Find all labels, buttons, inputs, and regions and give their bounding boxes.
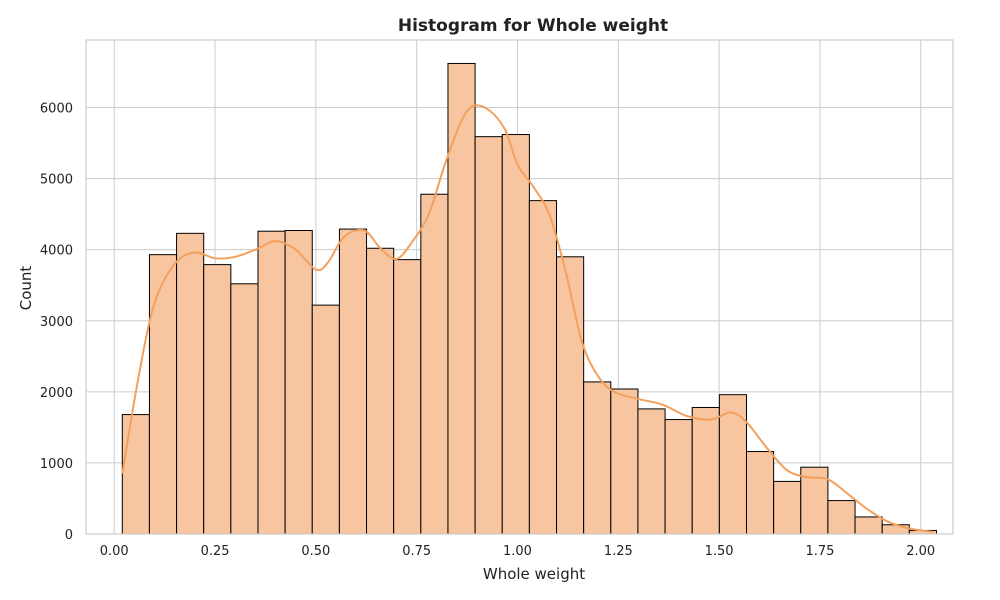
x-tick-label: 0.00 <box>100 544 129 559</box>
y-tick-label: 2000 <box>40 386 73 401</box>
histogram-bar <box>691 406 720 535</box>
histogram-bar <box>366 247 395 535</box>
x-tick-label: 0.75 <box>402 544 431 559</box>
histogram-bar <box>447 62 476 535</box>
x-tick-label: 0.50 <box>301 544 330 559</box>
histogram-bar <box>148 254 178 535</box>
x-tick-labels: 0.00 0.25 0.50 0.75 1.00 1.25 1.50 1.75 2.00 <box>100 544 935 559</box>
y-tick-label: 6000 <box>40 102 73 117</box>
histogram-bar <box>556 256 585 535</box>
y-axis-label: Count <box>17 266 35 311</box>
x-axis-label: Whole weight <box>483 565 585 583</box>
y-tick-label: 4000 <box>40 244 73 259</box>
x-tick-label: 1.75 <box>805 544 834 559</box>
chart-title: Histogram for Whole weight <box>398 16 668 36</box>
y-tick-labels: 0 1000 2000 3000 4000 5000 6000 <box>40 102 73 543</box>
y-tick-label: 0 <box>65 528 73 543</box>
histogram-bar <box>854 516 883 535</box>
x-tick-label: 0.25 <box>201 544 230 559</box>
histogram-bar <box>528 200 558 535</box>
y-tick-label: 5000 <box>40 173 73 188</box>
histogram-bar <box>230 283 259 535</box>
histogram-bar <box>474 136 503 535</box>
histogram-bar <box>284 229 313 535</box>
histogram-bars <box>121 62 937 535</box>
y-tick-label: 3000 <box>40 315 73 330</box>
histogram-bar <box>773 480 802 535</box>
x-tick-label: 2.00 <box>906 544 935 559</box>
histogram-bar <box>393 259 422 535</box>
plot-frame <box>85 39 954 535</box>
histogram-bar <box>338 228 368 535</box>
histogram-bar <box>583 381 612 535</box>
histogram-bar <box>881 524 910 535</box>
histogram-bar <box>176 232 205 535</box>
x-tick-label: 1.50 <box>705 544 734 559</box>
x-tick-label: 1.00 <box>503 544 532 559</box>
histogram-bar <box>420 193 449 535</box>
y-tick-label: 1000 <box>40 457 73 472</box>
histogram-bar <box>827 500 856 535</box>
histogram-bar <box>610 388 639 535</box>
kde-curve <box>121 104 933 533</box>
histogram-bar <box>637 408 666 535</box>
histogram-bar <box>664 419 693 535</box>
histogram-bar <box>121 414 150 535</box>
histogram-bar <box>745 451 775 535</box>
histogram-bar <box>257 230 286 535</box>
x-tick-label: 1.25 <box>604 544 633 559</box>
histogram-bar <box>311 304 340 535</box>
histogram-bar <box>203 264 232 535</box>
histogram-bar <box>501 134 530 535</box>
